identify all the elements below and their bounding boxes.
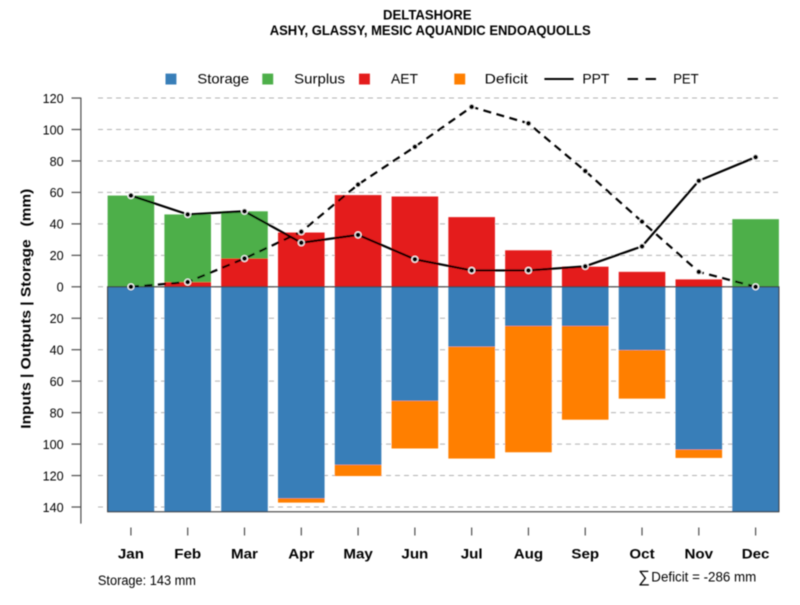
svg-text:PET: PET — [673, 70, 699, 86]
svg-text:PPT: PPT — [582, 70, 609, 86]
svg-text:Oct: Oct — [629, 546, 655, 562]
svg-text:120: 120 — [43, 92, 64, 106]
svg-text:60: 60 — [50, 375, 64, 389]
svg-text:Inputs | Outputs | Storage (: Inputs | Outputs | Storage (mm) — [18, 189, 34, 429]
svg-text:120: 120 — [43, 469, 64, 483]
svg-text:Surplus: Surplus — [294, 70, 345, 86]
svg-text:Aug: Aug — [514, 546, 543, 562]
svg-text:20: 20 — [50, 249, 64, 263]
svg-text:Storage: 143 mm: Storage: 143 mm — [98, 573, 196, 588]
svg-text:40: 40 — [50, 344, 64, 358]
svg-text:0: 0 — [57, 281, 64, 295]
svg-text:Feb: Feb — [174, 546, 201, 562]
svg-text:20: 20 — [50, 312, 64, 326]
svg-text:∑: ∑ — [638, 568, 650, 586]
svg-text:80: 80 — [50, 406, 64, 420]
svg-text:100: 100 — [43, 123, 64, 137]
svg-text:DELTASHORE: DELTASHORE — [383, 8, 472, 23]
svg-text:Sep: Sep — [571, 546, 599, 562]
svg-text:AET: AET — [391, 70, 418, 86]
svg-text:Dec: Dec — [742, 546, 770, 562]
svg-text:140: 140 — [43, 501, 64, 515]
svg-text:60: 60 — [50, 186, 64, 200]
svg-text:Jan: Jan — [118, 546, 144, 562]
svg-text:Jun: Jun — [401, 546, 428, 562]
svg-text:Deficit = -286 mm: Deficit = -286 mm — [651, 569, 756, 584]
svg-text:Jul: Jul — [461, 546, 483, 562]
svg-text:80: 80 — [50, 155, 64, 169]
svg-text:Mar: Mar — [231, 546, 258, 562]
svg-text:ASHY, GLASSY, MESIC AQUANDIC E: ASHY, GLASSY, MESIC AQUANDIC ENDOAQUOLLS — [270, 23, 591, 38]
svg-text:Apr: Apr — [288, 546, 315, 562]
svg-text:100: 100 — [43, 438, 64, 452]
svg-text:Storage: Storage — [197, 70, 249, 86]
svg-text:40: 40 — [50, 218, 64, 232]
svg-text:Nov: Nov — [685, 546, 714, 562]
svg-text:Deficit: Deficit — [485, 70, 528, 86]
svg-text:May: May — [343, 546, 373, 562]
